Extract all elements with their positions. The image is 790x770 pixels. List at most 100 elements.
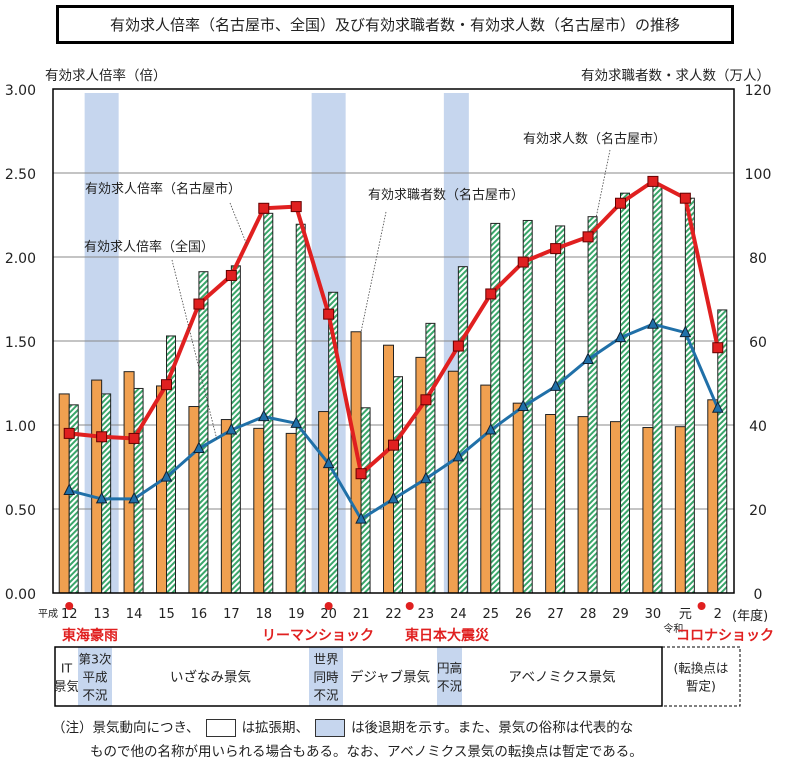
cycle-label: 平成 xyxy=(82,670,107,685)
note-part3: は後退期を示す。また、景気の俗称は代表的な xyxy=(351,720,634,736)
chart-svg: 0.00 0.50 1.00 1.50 2.00 2.50 3.00 0 20 40 60 80 100… xyxy=(5,67,774,707)
cycle-label: 暫定) xyxy=(686,679,716,694)
marker-ratio-nagoya xyxy=(517,256,529,268)
note-part2: は拡張期、 xyxy=(241,720,310,736)
x-tick-label: 28 xyxy=(580,607,597,622)
event-label: 東海豪雨 xyxy=(62,627,118,644)
cycle-table xyxy=(54,646,663,707)
marker-ratio-nagoya xyxy=(290,201,302,213)
bar-job-seekers xyxy=(123,371,135,594)
left-tick-label: 0.00 xyxy=(5,587,36,603)
x-tick-label: 22 xyxy=(385,607,402,622)
bar-job-seekers xyxy=(545,414,557,594)
marker-ratio-nagoya xyxy=(615,197,626,209)
cycle-label: デジャブ景気 xyxy=(350,669,430,686)
marker-ratio-nagoya xyxy=(582,231,594,243)
event-label: 東日本大震災 xyxy=(405,627,490,644)
bar-job-openings xyxy=(198,271,209,594)
series-annotation: 有効求人倍率（全国） xyxy=(84,239,214,255)
marker-ratio-nagoya xyxy=(128,432,140,444)
x-tick-label: 16 xyxy=(191,607,208,622)
right-tick-label: 100 xyxy=(745,167,772,183)
cycle-shade xyxy=(437,647,462,706)
x-tick-label: 19 xyxy=(288,607,305,622)
bar-job-openings xyxy=(457,266,468,594)
cycle-label: IT xyxy=(61,661,73,676)
x-tick-label: 30 xyxy=(645,607,662,622)
cycle-label: 第3次 xyxy=(79,652,112,667)
x-tick-label: 12 xyxy=(61,607,78,622)
series-annotation: 有効求人数（名古屋市） xyxy=(523,131,666,147)
marker-ratio-national xyxy=(95,491,108,504)
bar-job-seekers xyxy=(480,384,492,594)
marker-ratio-nagoya xyxy=(96,431,108,443)
right-tick-label: 40 xyxy=(749,419,767,435)
bar-job-seekers xyxy=(318,411,330,594)
right-tick-label: 60 xyxy=(749,335,767,351)
cycle-label: 不況 xyxy=(82,688,108,703)
marker-ratio-national xyxy=(257,409,270,422)
marker-ratio-national xyxy=(355,511,367,524)
marker-ratio-nagoya xyxy=(485,288,497,300)
cycle-label: 世界 xyxy=(313,652,339,667)
right-tick-label: 120 xyxy=(745,83,772,99)
x-tick-label: 2 xyxy=(714,607,722,622)
marker-ratio-national xyxy=(647,317,659,329)
marker-ratio-national xyxy=(420,471,432,484)
cycle-shade xyxy=(309,647,343,706)
right-tick-label: 80 xyxy=(749,251,767,267)
event-dot xyxy=(65,602,74,610)
cycle-label: いざなみ景気 xyxy=(170,669,251,686)
annotation-leader xyxy=(229,202,248,246)
cycle-label: 円高 xyxy=(437,661,462,676)
right-tick-label: 20 xyxy=(749,503,767,519)
marker-ratio-national xyxy=(517,399,530,412)
bar-job-openings xyxy=(620,192,630,594)
bar-job-openings xyxy=(101,393,112,594)
left-tick-label: 2.50 xyxy=(5,167,36,183)
bar-job-openings xyxy=(133,387,144,594)
bar-job-openings xyxy=(652,184,663,594)
marker-ratio-national xyxy=(549,379,562,391)
marker-ratio-national xyxy=(160,469,173,482)
x-tick-label: 20 xyxy=(320,607,337,622)
x-tick-label: 27 xyxy=(547,607,564,622)
series-annotation: 有効求職者数（名古屋市） xyxy=(368,187,524,203)
cycle-label: 同時 xyxy=(313,670,339,685)
bar-job-openings xyxy=(263,212,274,594)
marker-ratio-nagoya xyxy=(420,394,432,406)
marker-ratio-national xyxy=(225,422,238,435)
cycle-label: 景気 xyxy=(54,679,79,694)
x-tick-label: 21 xyxy=(353,607,370,622)
chart-title: 有効求人倍率（名古屋市、全国）及び有効求職者数・有効求人数（名古屋市）の推移 xyxy=(56,5,734,44)
right-tick-label: 0 xyxy=(754,587,763,603)
x-tick-label: 元 xyxy=(679,607,692,622)
marker-ratio-nagoya xyxy=(193,298,205,310)
marker-ratio-national xyxy=(322,456,335,469)
bar-job-seekers xyxy=(610,421,621,594)
marker-ratio-national xyxy=(711,401,724,413)
marker-ratio-nagoya xyxy=(258,202,270,214)
note-part1: （注）景気動向につき、 xyxy=(52,720,200,736)
x-tick-label: 17 xyxy=(223,607,240,622)
recession-swatch xyxy=(315,719,346,737)
x-tick-label: 25 xyxy=(483,607,500,622)
marker-ratio-national xyxy=(128,491,140,504)
x-tick-label: 18 xyxy=(256,607,273,622)
event-dot xyxy=(324,602,333,610)
left-tick-label: 2.00 xyxy=(5,251,36,267)
bar-job-openings xyxy=(393,376,403,594)
bar-job-seekers xyxy=(512,402,524,594)
expansion-swatch xyxy=(205,719,236,737)
marker-ratio-nagoya xyxy=(388,439,399,451)
x-tick-label: 23 xyxy=(418,607,435,622)
event-label: リーマンショック xyxy=(262,628,374,644)
marker-ratio-nagoya xyxy=(225,269,237,281)
plot-frame xyxy=(52,88,735,594)
left-tick-label: 0.50 xyxy=(5,503,36,519)
bar-job-openings xyxy=(555,225,566,594)
bar-job-openings xyxy=(360,407,371,594)
annotation-leader xyxy=(171,259,218,441)
x-tick-label: 15 xyxy=(158,607,175,622)
